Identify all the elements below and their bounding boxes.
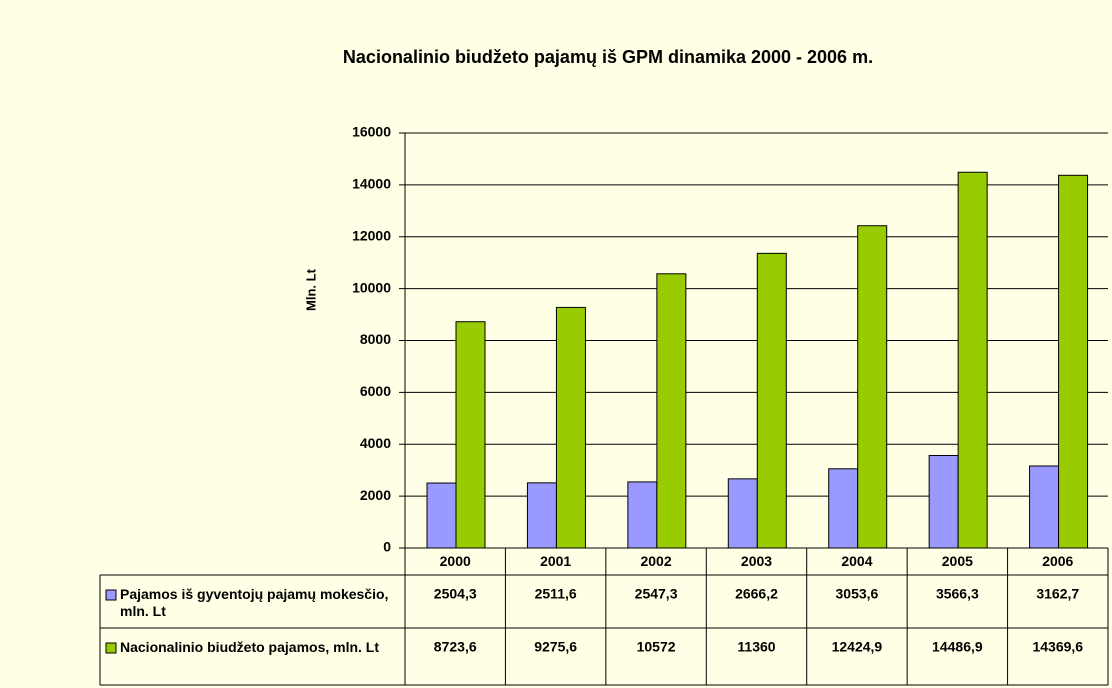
table-value: 2547,3 <box>635 586 678 602</box>
y-tick-label: 4000 <box>360 435 391 451</box>
legend-key <box>105 589 117 601</box>
chart-title: Nacionalinio biudžeto pajamų iš GPM dina… <box>343 47 873 67</box>
bar <box>756 252 787 549</box>
y-tick-label: 8000 <box>360 331 391 347</box>
x-tick-label: 2005 <box>942 553 973 569</box>
table-value: 3566,3 <box>936 586 979 602</box>
y-tick-label: 6000 <box>360 383 391 399</box>
bar <box>957 171 988 549</box>
y-tick-label: 0 <box>383 539 391 555</box>
y-tick-label: 10000 <box>352 279 391 295</box>
table-value: 14486,9 <box>932 639 983 655</box>
table-value: 12424,9 <box>832 639 883 655</box>
bar <box>656 273 687 549</box>
bar <box>828 468 859 549</box>
table-value: 2504,3 <box>434 586 477 602</box>
x-tick-label: 2002 <box>640 553 671 569</box>
table-value: 14369,6 <box>1032 639 1083 655</box>
y-axis-label: Mln. Lt <box>303 268 318 311</box>
table-value: 11360 <box>737 639 775 655</box>
bar <box>627 481 658 549</box>
y-tick-label: 2000 <box>360 487 391 503</box>
y-tick-label: 16000 <box>352 124 391 140</box>
bar <box>526 482 557 549</box>
bar <box>1029 465 1060 549</box>
bar <box>455 321 486 549</box>
bar <box>555 306 586 549</box>
x-tick-label: 2004 <box>841 553 872 569</box>
table-value: 10572 <box>637 639 676 655</box>
legend-label: Pajamos iš gyventojų pajamų mokesčio, ml… <box>120 586 389 619</box>
legend-key <box>105 642 117 654</box>
table-value: 2666,2 <box>735 586 778 602</box>
table-value: 2511,6 <box>535 586 577 602</box>
y-tick-label: 14000 <box>352 176 391 192</box>
bar <box>1058 174 1089 549</box>
x-tick-label: 2001 <box>540 553 571 569</box>
x-tick-label: 2006 <box>1042 553 1073 569</box>
bar <box>857 225 888 549</box>
bar <box>426 482 457 549</box>
y-tick-label: 12000 <box>352 227 391 243</box>
table-value: 9275,6 <box>534 639 577 655</box>
x-tick-label: 2003 <box>741 553 772 569</box>
table-value: 3053,6 <box>836 586 879 602</box>
table-value: 8723,6 <box>434 639 477 655</box>
bar <box>727 478 758 549</box>
bar <box>928 454 959 549</box>
x-tick-label: 2000 <box>440 553 471 569</box>
table-value: 3162,7 <box>1036 586 1079 602</box>
legend-label: Nacionalinio biudžeto pajamos, mln. Lt <box>120 639 380 655</box>
